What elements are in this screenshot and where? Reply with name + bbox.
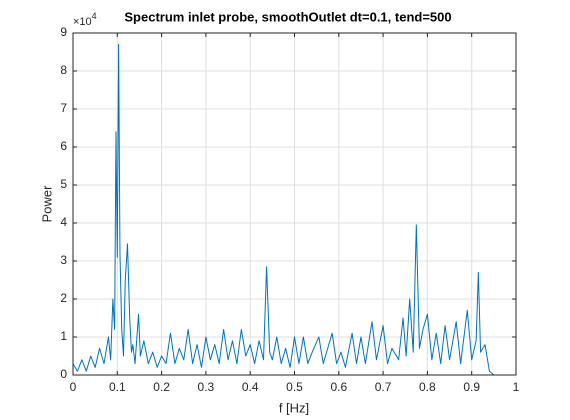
x-tick-label: 0.3 <box>198 380 215 394</box>
x-tick-label: 0.7 <box>375 380 392 394</box>
x-tick-label: 0.6 <box>330 380 347 394</box>
y-tick-label: 6 <box>60 139 67 153</box>
y-multiplier: ×104 <box>73 11 97 28</box>
x-tick-label: 0.9 <box>463 380 480 394</box>
y-multiplier-exponent: 4 <box>92 11 97 21</box>
x-tick-label: 0.5 <box>286 380 303 394</box>
x-tick-label: 0.4 <box>242 380 259 394</box>
y-tick-label: 8 <box>60 63 67 77</box>
y-tick-label: 5 <box>60 177 67 191</box>
chart-title: Spectrum inlet probe, smoothOutlet dt=0.… <box>124 9 451 24</box>
data-line <box>72 43 495 376</box>
y-tick-label: 1 <box>60 329 67 343</box>
y-tick-label: 2 <box>60 291 67 305</box>
y-tick-label: 9 <box>60 25 67 39</box>
y-tick-label: 7 <box>60 101 67 115</box>
x-tick-label: 0.8 <box>419 380 436 394</box>
x-tick-label: 1 <box>513 380 520 394</box>
y-multiplier-base: ×10 <box>73 16 92 28</box>
x-tick-label: 0.1 <box>109 380 126 394</box>
x-tick-label: 0.2 <box>153 380 170 394</box>
y-tick-label: 3 <box>60 253 67 267</box>
y-tick-label: 4 <box>60 215 67 229</box>
y-tick-label: 0 <box>60 367 67 381</box>
y-axis-label: Power <box>39 185 54 223</box>
x-tick-label: 0 <box>70 380 77 394</box>
x-axis-label: f [Hz] <box>279 400 309 415</box>
